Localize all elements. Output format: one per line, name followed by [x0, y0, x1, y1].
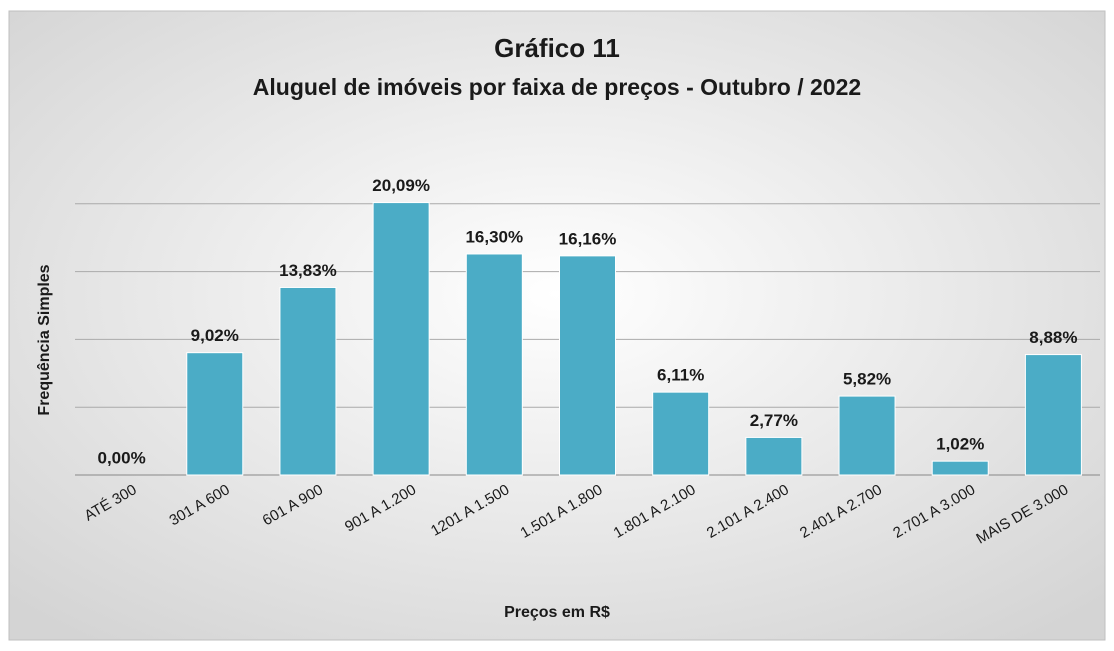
bar — [1024, 354, 1082, 476]
data-label: 13,83% — [279, 261, 337, 280]
bar — [931, 460, 989, 476]
bar — [745, 436, 803, 476]
bar — [559, 255, 616, 476]
bar — [372, 202, 430, 476]
bar — [186, 352, 244, 476]
data-label: 20,09% — [372, 176, 430, 195]
data-label: 16,30% — [465, 227, 523, 246]
bar — [279, 286, 337, 476]
data-label: 1,02% — [936, 435, 984, 454]
data-label: 16,16% — [559, 229, 617, 248]
bar — [652, 391, 710, 476]
bar — [838, 395, 896, 476]
data-label: 6,11% — [657, 366, 704, 385]
chart-subtitle: Aluguel de imóveis por faixa de preços -… — [253, 74, 861, 100]
x-axis-title: Preços em R$ — [504, 604, 610, 621]
data-label: 9,02% — [191, 326, 239, 345]
data-label: 8,88% — [1029, 328, 1077, 347]
data-label: 0,00% — [97, 448, 145, 467]
data-label: 2,77% — [750, 411, 798, 430]
bar — [465, 253, 523, 476]
data-label: 5,82% — [843, 370, 891, 389]
chart-background — [8, 10, 1106, 641]
y-axis-title: Frequência Simples — [36, 264, 53, 415]
chart-title: Gráfico 11 — [494, 33, 620, 63]
